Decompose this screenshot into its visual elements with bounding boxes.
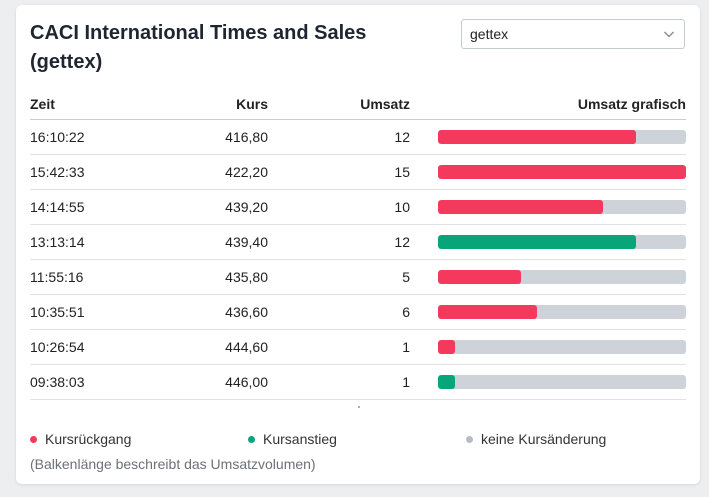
trade-price: 439,20 [130,189,268,225]
volume-bar-track [438,130,686,144]
volume-bar-track [438,270,686,284]
exchange-select[interactable]: gettex [461,19,685,49]
trade-time: 13:13:14 [30,224,130,260]
table-row: 10:26:54 444,60 1 [30,329,686,365]
volume-bar [438,305,538,319]
table-row: 09:38:03 446,00 1 [30,364,686,400]
legend-unchanged-dot [466,435,473,443]
header-price: Kurs [130,89,268,120]
trade-volume: 12 [268,119,410,155]
trade-price: 436,60 [130,294,268,330]
table-row: 10:35:51 436,60 6 [30,294,686,330]
trade-price: 446,00 [130,364,268,400]
header-volume: Umsatz [268,89,410,120]
trade-volume: 5 [268,259,410,295]
volume-bar-cell [410,189,686,225]
trade-volume: 10 [268,189,410,225]
header-time: Zeit [30,89,130,120]
table-row: 14:14:55 439,20 10 [30,189,686,225]
table-header-row: Zeit Kurs Umsatz Umsatz grafisch [30,89,686,120]
exchange-select-value: gettex [470,26,509,42]
table-row: 11:55:16 435,80 5 [30,259,686,295]
table-row: 13:13:14 439,40 12 [30,224,686,260]
volume-bar [438,130,637,144]
volume-bar [438,200,604,214]
volume-bar [438,375,455,389]
volume-bar-cell [410,224,686,260]
legend-down: Kursrückgang [30,431,131,447]
trade-time: 10:35:51 [30,294,130,330]
trade-volume: 15 [268,154,410,190]
trade-time: 16:10:22 [30,119,130,155]
scroll-indicator [358,406,360,408]
trade-volume: 12 [268,224,410,260]
volume-bar-cell [410,259,686,295]
trade-time: 10:26:54 [30,329,130,365]
volume-bar-track [438,375,686,389]
trade-price: 422,20 [130,154,268,190]
trade-volume: 6 [268,294,410,330]
volume-bar-cell [410,294,686,330]
header-volume-chart: Umsatz grafisch [410,89,686,120]
widget-title: CACI International Times and Sales (gett… [30,22,367,73]
legend-down-label: Kursrückgang [45,431,132,447]
volume-bar-track [438,340,686,354]
trade-time: 11:55:16 [30,259,130,295]
trade-volume: 1 [268,364,410,400]
legend-down-dot [30,435,37,443]
trade-time: 14:14:55 [30,189,130,225]
volume-bar-cell [410,364,686,400]
volume-bar [438,165,686,179]
trades-table: Zeit Kurs Umsatz Umsatz grafisch 16:10:2… [30,89,686,400]
table-row: 15:42:33 422,20 15 [30,154,686,190]
trade-time: 15:42:33 [30,154,130,190]
volume-bar-cell [410,154,686,190]
chevron-down-icon [663,31,675,38]
volume-bar-track [438,165,686,179]
legend-unchanged-label: keine Kursänderung [481,431,607,447]
legend-up: Kursanstieg [248,431,337,447]
trade-price: 416,80 [130,119,268,155]
volume-bar [438,340,455,354]
volume-bar-track [438,305,686,319]
legend-up-label: Kursanstieg [263,431,337,447]
trade-time: 09:38:03 [30,364,130,400]
volume-bar [438,270,521,284]
times-and-sales-card: CACI International Times and Sales (gett… [16,5,700,484]
volume-bar [438,235,637,249]
legend-unchanged: keine Kursänderung [466,431,606,447]
trade-price: 439,40 [130,224,268,260]
table-row: 16:10:22 416,80 12 [30,119,686,155]
volume-bar-track [438,235,686,249]
legend-up-dot [248,435,255,443]
volume-bar-track [438,200,686,214]
volume-bar-cell [410,329,686,365]
trade-price: 444,60 [130,329,268,365]
volume-bar-cell [410,119,686,155]
trade-volume: 1 [268,329,410,365]
legend-note: (Balkenlänge beschreibt das Umsatzvolume… [30,456,316,472]
trade-price: 435,80 [130,259,268,295]
